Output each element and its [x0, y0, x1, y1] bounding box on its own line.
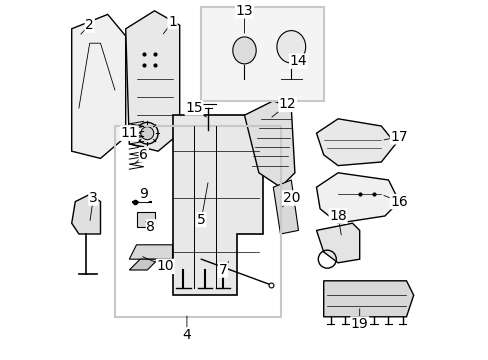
Text: 19: 19 [350, 317, 368, 331]
Bar [115, 126, 280, 317]
Circle shape [141, 127, 153, 140]
Text: 11: 11 [120, 126, 138, 140]
Text: 18: 18 [328, 209, 346, 223]
Ellipse shape [276, 31, 305, 63]
Polygon shape [172, 115, 262, 295]
Text: 4: 4 [182, 328, 191, 342]
Text: 15: 15 [185, 101, 203, 115]
Text: 13: 13 [235, 4, 253, 18]
Text: 10: 10 [156, 260, 174, 273]
Polygon shape [273, 180, 298, 234]
Text: 6: 6 [139, 148, 148, 162]
Text: 14: 14 [289, 54, 306, 68]
Bar [201, 7, 323, 101]
Polygon shape [129, 245, 172, 259]
Text: 9: 9 [139, 188, 148, 201]
Text: 8: 8 [146, 220, 155, 234]
Ellipse shape [232, 37, 256, 64]
Text: 7: 7 [218, 263, 227, 277]
Polygon shape [125, 11, 179, 151]
Polygon shape [136, 212, 154, 227]
Polygon shape [316, 223, 359, 263]
Text: 3: 3 [89, 191, 98, 205]
Text: 5: 5 [197, 213, 205, 226]
Polygon shape [72, 14, 125, 158]
Text: 2: 2 [85, 18, 94, 32]
Polygon shape [316, 173, 399, 223]
Polygon shape [316, 119, 395, 166]
Text: 16: 16 [389, 195, 407, 208]
Polygon shape [129, 259, 158, 270]
Polygon shape [323, 281, 413, 317]
Text: 12: 12 [278, 98, 296, 111]
Text: 20: 20 [282, 191, 300, 205]
Polygon shape [244, 101, 294, 187]
Text: 1: 1 [168, 15, 177, 28]
Polygon shape [72, 194, 101, 234]
Text: 17: 17 [390, 130, 407, 144]
